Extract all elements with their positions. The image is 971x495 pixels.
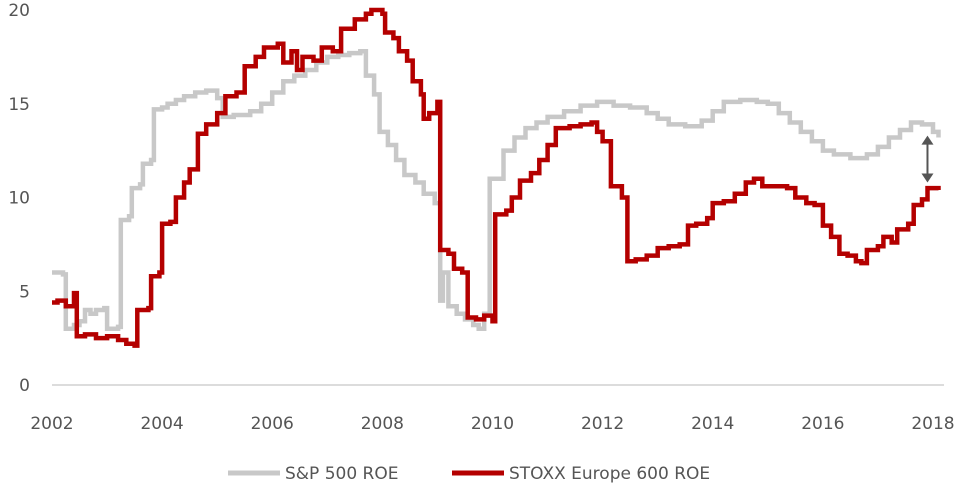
legend-label: S&P 500 ROE bbox=[285, 464, 399, 484]
x-tick-label: 2018 bbox=[911, 414, 954, 434]
annotation-layer bbox=[921, 135, 934, 183]
legend: S&P 500 ROE STOXX Europe 600 ROE bbox=[228, 464, 710, 484]
legend-item-stoxx600: STOXX Europe 600 ROE bbox=[452, 464, 710, 484]
x-tick-label: 2010 bbox=[471, 414, 514, 434]
y-tick-label: 5 bbox=[19, 282, 30, 302]
series-layer bbox=[52, 7, 941, 348]
y-tick-label: 15 bbox=[8, 95, 30, 115]
x-tick-label: 2002 bbox=[30, 414, 73, 434]
series-line-sp500-roe bbox=[52, 49, 941, 332]
legend-label: STOXX Europe 600 ROE bbox=[509, 464, 710, 484]
y-tick-label: 0 bbox=[19, 376, 30, 396]
gap-arrow-head-down bbox=[921, 173, 934, 183]
gap-arrow-head-up bbox=[921, 135, 934, 145]
x-tick-label: 2004 bbox=[140, 414, 183, 434]
legend-item-sp500: S&P 500 ROE bbox=[228, 464, 399, 484]
axis-layer: 0 5 10 15 20 2002 2004 2006 2008 2010 2012 2014 2016… bbox=[8, 1, 954, 434]
x-tick-label: 2016 bbox=[801, 414, 844, 434]
x-tick-label: 2012 bbox=[581, 414, 624, 434]
x-tick-label: 2008 bbox=[361, 414, 404, 434]
x-tick-label: 2014 bbox=[691, 414, 734, 434]
series-line-stoxx600-roe bbox=[52, 7, 941, 348]
x-tick-label: 2006 bbox=[251, 414, 294, 434]
y-tick-label: 20 bbox=[8, 1, 30, 21]
y-tick-label: 10 bbox=[8, 189, 30, 209]
